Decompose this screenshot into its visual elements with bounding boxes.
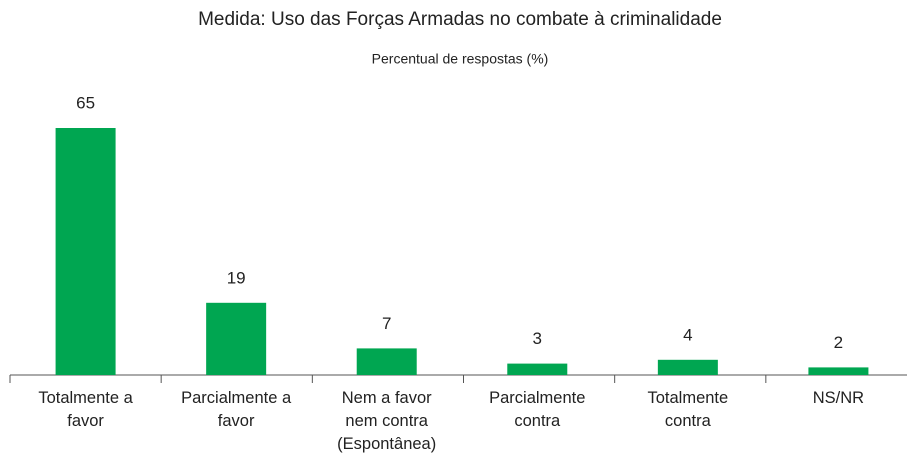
bar [808, 367, 869, 375]
x-tick-label: Parcialmente a favor [181, 389, 292, 430]
x-tick-label: Nem a favor nem contra (Espontânea) [337, 389, 437, 453]
data-label: 4 [683, 325, 692, 344]
x-tick-label: Parcialmente contra [489, 389, 586, 430]
data-label: 19 [227, 268, 246, 287]
data-label: 65 [76, 93, 95, 112]
bar [507, 363, 568, 375]
x-tick-label: Totalmente contra [647, 389, 729, 430]
x-tick-label: Totalmente a favor [38, 389, 133, 430]
bar [206, 302, 267, 375]
data-label: 3 [533, 329, 542, 348]
data-label: 7 [382, 314, 391, 333]
chart-subtitle: Percentual de respostas (%) [372, 51, 549, 67]
bar [55, 128, 116, 375]
data-label: 2 [834, 333, 843, 352]
bar [356, 348, 417, 375]
chart-title: Medida: Uso das Forças Armadas no combat… [198, 9, 722, 30]
x-tick-label: NS/NR [812, 389, 865, 407]
bar [657, 359, 718, 375]
